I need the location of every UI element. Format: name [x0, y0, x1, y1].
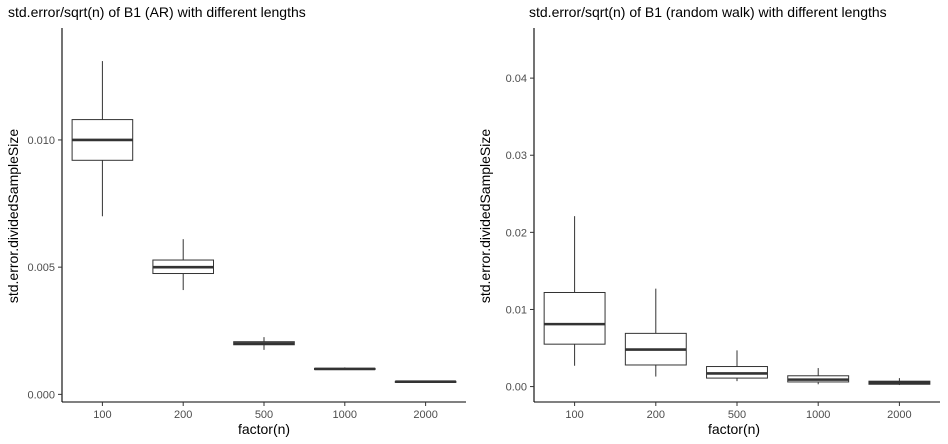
y-tick-label: 0.02	[506, 227, 527, 239]
x-tick-label: 500	[728, 409, 746, 421]
box-2000	[394, 380, 457, 383]
x-tick-label: 1000	[333, 409, 357, 421]
x-axis-title: factor(n)	[238, 421, 290, 437]
panel-random-walk: std.error/sqrt(n) of B1 (random walk) wi…	[477, 4, 940, 437]
x-tick-label: 500	[255, 409, 273, 421]
x-tick-label: 200	[174, 409, 192, 421]
box-500	[233, 337, 295, 350]
y-tick-label: 0.04	[506, 73, 527, 85]
chart-title: std.error/sqrt(n) of B1 (random walk) wi…	[529, 4, 887, 20]
box-100	[71, 61, 134, 217]
y-tick-label: 0.010	[27, 135, 55, 147]
y-tick-label: 0.01	[506, 304, 527, 316]
x-tick-label: 2000	[887, 409, 911, 421]
box-200	[152, 239, 214, 291]
x-tick-label: 200	[647, 409, 665, 421]
x-tick-label: 1000	[806, 409, 830, 421]
y-tick-label: 0.03	[506, 150, 527, 162]
box-500	[706, 350, 768, 382]
box-200	[624, 288, 687, 377]
box-1000	[314, 367, 376, 371]
x-tick-label: 100	[93, 409, 111, 421]
box-1000	[787, 368, 850, 385]
x-tick-label: 100	[565, 409, 583, 421]
x-tick-label: 2000	[413, 409, 437, 421]
x-axis-title: factor(n)	[708, 421, 760, 437]
box-100	[543, 216, 606, 366]
y-tick-label: 0.005	[27, 262, 55, 274]
box-body	[543, 291, 606, 345]
y-axis-title: std.error.dividedSampleSize	[477, 129, 493, 304]
y-axis-title: std.error.dividedSampleSize	[5, 129, 21, 304]
y-tick-label: 0.00	[506, 382, 527, 394]
panel-ar: std.error/sqrt(n) of B1 (AR) with differ…	[5, 4, 466, 437]
box-2000	[868, 378, 931, 386]
y-tick-label: 0.000	[27, 389, 55, 401]
chart-title: std.error/sqrt(n) of B1 (AR) with differ…	[8, 4, 306, 20]
